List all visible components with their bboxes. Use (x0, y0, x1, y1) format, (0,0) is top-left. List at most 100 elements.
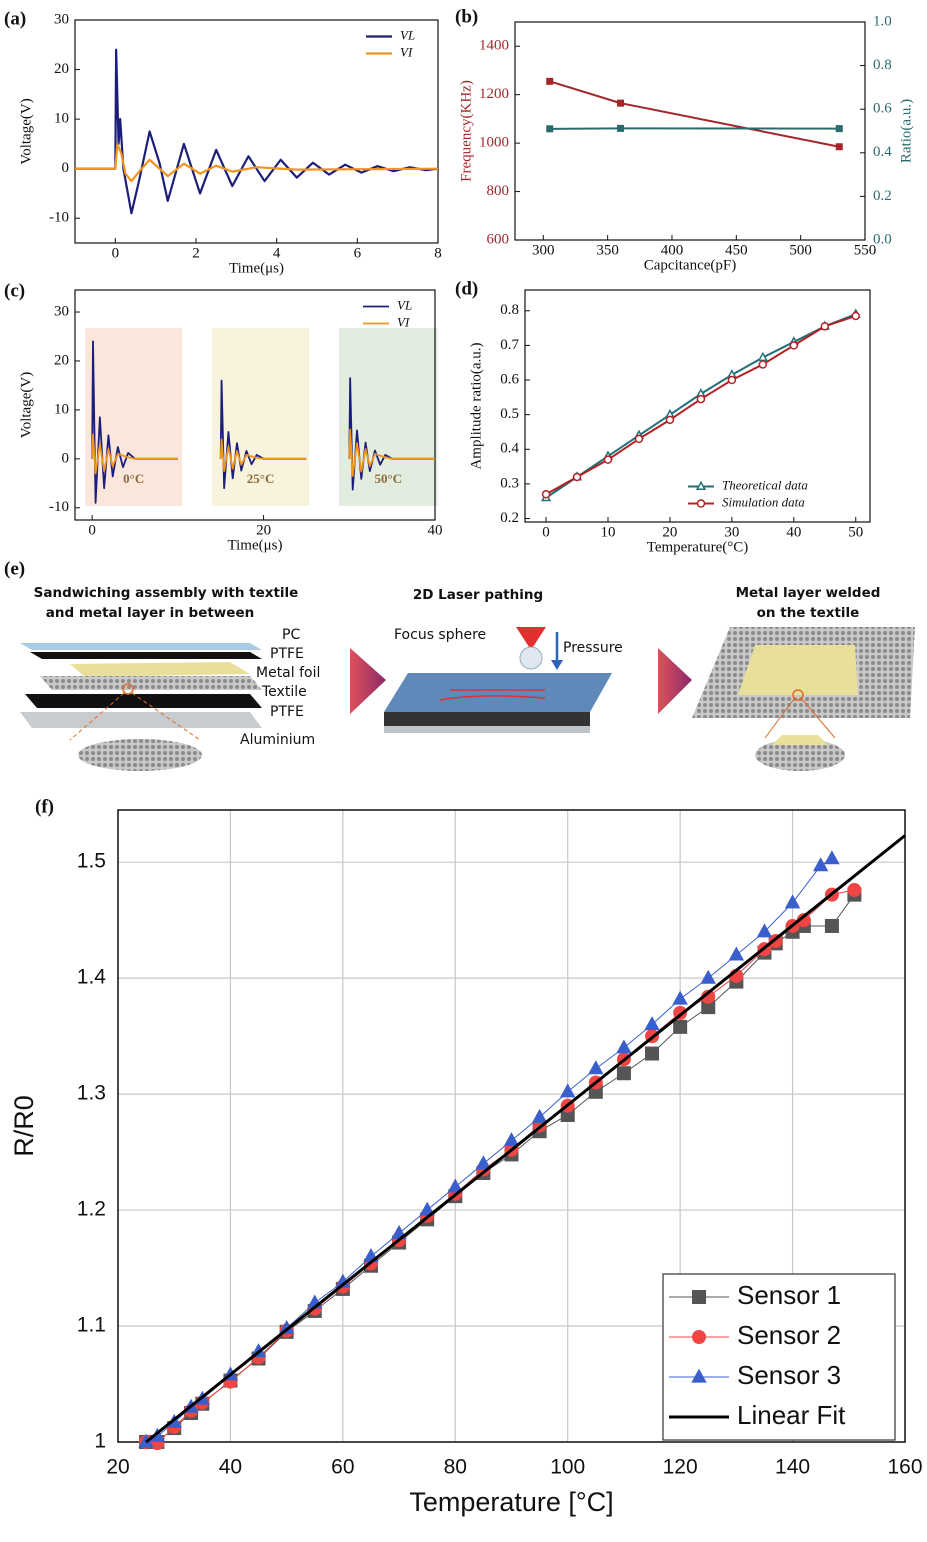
y-tick-label: 20 (54, 352, 69, 368)
marker (673, 1019, 688, 1034)
layer-label: Metal foil (256, 665, 320, 681)
x-tick-label: 6 (354, 245, 362, 261)
marker (475, 1155, 492, 1170)
panel: -10 0 10 20 30 0 2 4 6 8 Time(μs) Voltage(V) VL VI (18, 11, 441, 276)
region-label: 50°C (374, 471, 402, 486)
y-tick-label: 0.8 (500, 302, 519, 318)
marker (617, 124, 625, 132)
laser-path (439, 689, 546, 701)
y-tick-label: 1.2 (77, 1198, 106, 1221)
y-tick-label: 20 (54, 61, 69, 77)
step-title: on the textile (757, 605, 860, 621)
x-tick-label: 40 (428, 522, 443, 538)
marker (692, 1290, 706, 1304)
series-line (91, 428, 435, 477)
zoom-line (801, 698, 836, 739)
x-tick-label: 8 (434, 245, 442, 261)
marker (758, 360, 768, 369)
panel-label: (c) (4, 280, 25, 301)
panel: 0.2 0.3 0.4 0.5 0.6 0.7 0.8 0 10 20 30 40 50 Temperat… (468, 289, 871, 555)
x-tick-label: 20 (662, 524, 677, 540)
marker (728, 946, 745, 961)
fiber-illustration (755, 739, 845, 771)
marker (695, 480, 707, 491)
x-tick-label: 20 (106, 1456, 129, 1479)
marker (696, 499, 706, 508)
y-tick-label: 10 (54, 111, 69, 127)
zoom-line (764, 698, 795, 739)
panel: 0°C 25°C 50°C -10 0 10 20 30 0 20 40 Time(μs) Voltag… (18, 289, 443, 553)
step-title: Metal layer welded (736, 585, 881, 601)
plot-frame (514, 21, 866, 241)
y-tick-label: 1400 (479, 38, 509, 54)
x-tick-label: 300 (532, 242, 555, 258)
y-tick-label: 0.2 (500, 510, 519, 526)
x-tick-label: 140 (775, 1456, 810, 1479)
y-tick-label: 1.4 (77, 966, 107, 989)
series-line (145, 834, 906, 1444)
step-arrow (350, 648, 386, 714)
legend-text: Linear Fit (737, 1400, 846, 1430)
marker (541, 490, 551, 499)
marker (588, 1060, 604, 1075)
marker (503, 1132, 520, 1147)
y-tick-label: 1 (94, 1430, 106, 1453)
x-tick-label: 450 (725, 242, 748, 258)
axis-label: Voltage(V) (18, 98, 34, 164)
y-tick-label: -10 (49, 210, 69, 226)
layer-label: PTFE (270, 704, 304, 720)
layer-aluminium (20, 712, 262, 728)
y-tick-label: -10 (49, 499, 69, 515)
panel-e: (e) Sandwiching assembly with textile an… (4, 558, 915, 771)
diagram-label: Focus sphere (394, 627, 486, 643)
legend-text: VL (397, 297, 412, 312)
marker (835, 143, 843, 151)
series-line (545, 315, 857, 496)
marker (851, 311, 861, 321)
x-tick-label: 50 (848, 524, 863, 540)
plot-frame (524, 289, 871, 523)
x-tick-label: 160 (887, 1456, 922, 1479)
plot-frame (74, 289, 436, 521)
axis-label: Temperature(°C) (647, 539, 749, 555)
y2-tick-label: 0.2 (873, 188, 892, 204)
y-tick-label: 0.4 (500, 441, 519, 457)
marker (645, 1046, 660, 1061)
marker (572, 472, 582, 482)
x-tick-label: 60 (331, 1456, 354, 1479)
y-tick-label: 30 (54, 303, 69, 319)
x-tick-label: 550 (854, 242, 877, 258)
marker (560, 1083, 576, 1098)
y-tick-label: 0.7 (500, 337, 519, 353)
x-tick-label: 500 (789, 242, 812, 258)
panel-label: (a) (4, 8, 26, 29)
marker (789, 341, 799, 350)
axis-label: Temperature [°C] (409, 1487, 613, 1517)
panel-label: (b) (455, 6, 478, 27)
marker (665, 415, 675, 425)
marker (363, 1248, 379, 1263)
y2-tick-label: 0.4 (873, 144, 892, 160)
marker (820, 322, 830, 331)
step-arrow (658, 648, 692, 714)
y-tick-label: 1.5 (77, 850, 106, 873)
marker (824, 918, 839, 933)
marker (617, 99, 625, 107)
y-tick-label: 30 (54, 11, 69, 27)
y-tick-label: 1.3 (77, 1082, 106, 1105)
panel-label: (d) (455, 278, 478, 299)
panel-label: (f) (35, 796, 54, 817)
legend-text: Simulation data (722, 494, 805, 509)
marker (824, 850, 840, 865)
y-tick-label: 1.1 (77, 1314, 106, 1337)
y-tick-label: 0.6 (500, 371, 519, 387)
x-tick-label: 30 (724, 524, 739, 540)
marker (692, 1330, 706, 1344)
marker (335, 1273, 351, 1288)
y-tick-label: 1200 (479, 86, 509, 102)
x-tick-label: 400 (661, 242, 684, 258)
zoom-circle (122, 683, 134, 695)
region (212, 328, 309, 506)
x-tick-label: 10 (600, 524, 615, 540)
marker (546, 77, 554, 85)
